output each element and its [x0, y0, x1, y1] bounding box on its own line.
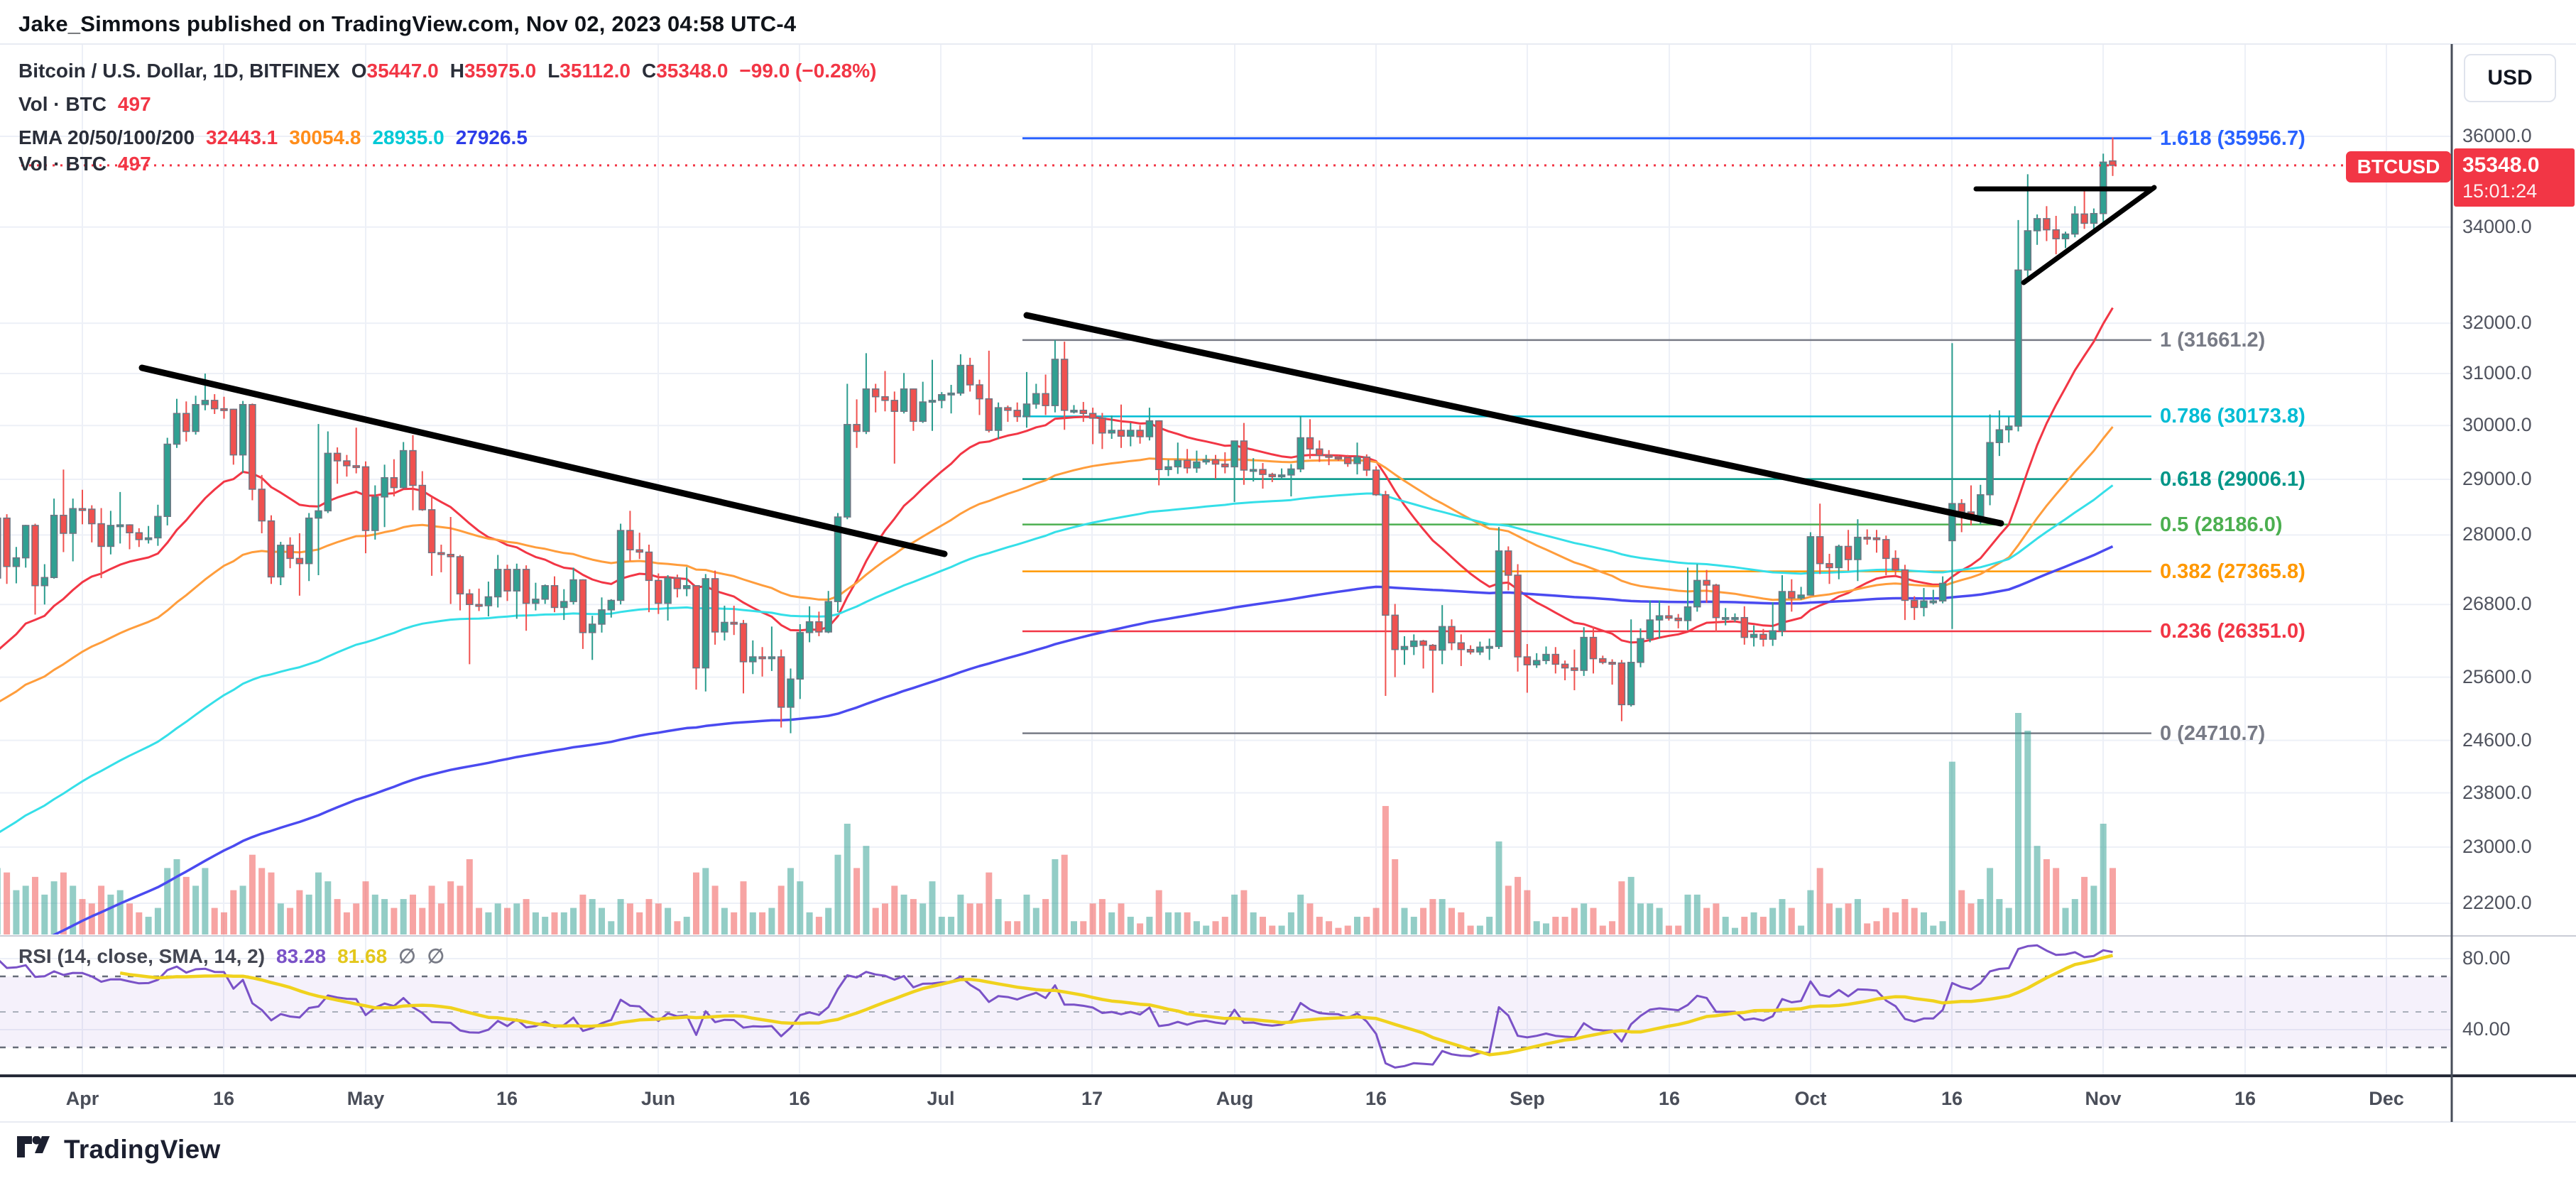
price-tick-label: 24600.0: [2462, 729, 2532, 751]
price-tick-label: 25600.0: [2462, 665, 2532, 687]
time-tick-label: Nov: [2085, 1088, 2122, 1109]
trendline-4[interactable]: [2021, 185, 2157, 285]
volume-legend-2[interactable]: Vol · BTC 497: [18, 153, 151, 175]
ohlc-high: H35975.0: [449, 60, 537, 82]
ema-50-line: [0, 426, 2114, 703]
bar-countdown: 15:01:24: [2462, 180, 2538, 202]
rsi-smooth-value: 81.68: [337, 945, 388, 967]
rsi-line: [0, 944, 2113, 1069]
time-tick-label: Sep: [1510, 1088, 1545, 1109]
ema50-value: 30054.8: [289, 126, 361, 148]
price-tick-label: 29000.0: [2462, 468, 2532, 490]
price-tick-label: 34000.0: [2462, 215, 2532, 237]
ema-100-line: [0, 484, 2114, 834]
ema-200-line: [52, 545, 2114, 934]
rsi-value: 83.28: [276, 945, 327, 967]
fib-label-0: 0 (24710.7): [2160, 721, 2266, 745]
price-tick-label: 31000.0: [2462, 362, 2532, 384]
rsi-empty-icon: ∅: [398, 945, 416, 967]
time-tick-label: 16: [496, 1088, 518, 1109]
price-tick-label: 36000.0: [2462, 125, 2532, 146]
ohlc-open: O35447.0: [351, 60, 439, 82]
ema-lines: [0, 307, 2114, 934]
ema100-value: 28935.0: [372, 126, 444, 148]
time-tick-label: 16: [1658, 1088, 1681, 1109]
time-tick-label: Aug: [1216, 1088, 1254, 1109]
ema200-value: 27926.5: [455, 126, 528, 148]
fib-label-0.5: 0.5 (28186.0): [2160, 513, 2283, 536]
ohlc-low: L35112.0: [547, 60, 631, 82]
symbol-legend[interactable]: Bitcoin / U.S. Dollar, 1D, BITFINEX O354…: [18, 60, 876, 82]
time-tick-label: 16: [2234, 1088, 2256, 1109]
time-tick-label: May: [346, 1088, 385, 1109]
price-tick-label: 30000.0: [2462, 414, 2532, 436]
candle-series: [0, 137, 2117, 734]
time-tick-label: 16: [212, 1088, 235, 1109]
change-value: −99.0 (−0.28%): [739, 60, 877, 82]
price-tick-label: 22200.0: [2462, 891, 2532, 913]
rsi-tick-label: 40.00: [2462, 1018, 2511, 1040]
time-tick-label: Apr: [65, 1088, 99, 1109]
price-tick-label: 32000.0: [2462, 312, 2532, 334]
logo-text: TradingView: [64, 1135, 221, 1164]
price-tick-label: 23000.0: [2462, 835, 2532, 857]
time-tick-label: Jun: [640, 1088, 675, 1109]
fib-label-0.236: 0.236 (26351.0): [2160, 620, 2305, 643]
symbol-title: Bitcoin / U.S. Dollar, 1D, BITFINEX: [18, 60, 340, 82]
volume-value: 497: [117, 93, 151, 115]
trendline-2[interactable]: [1023, 312, 2004, 527]
rsi-empty-icon: ∅: [427, 945, 444, 967]
time-tick-label: 17: [1081, 1088, 1103, 1109]
tradingview-logo[interactable]: TradingView: [17, 1135, 221, 1165]
ohlc-close: C35348.0: [641, 60, 728, 82]
time-tick-label: Jul: [927, 1088, 955, 1109]
fib-label-1.618: 1.618 (35956.7): [2160, 126, 2305, 150]
last-price: 35348.0: [2462, 153, 2540, 177]
currency-toggle-button[interactable]: USD: [2464, 54, 2556, 102]
fib-label-1: 1 (31661.2): [2160, 328, 2266, 352]
fib-label-0.786: 0.786 (30173.8): [2160, 405, 2305, 428]
time-tick-label: 16: [788, 1088, 811, 1109]
volume-value-2: 497: [117, 153, 151, 175]
price-tick-label: 23800.0: [2462, 781, 2532, 803]
time-tick-label: 16: [1941, 1088, 1963, 1109]
symbol-price-tag: BTCUSD: [2346, 151, 2451, 182]
tradingview-icon: [17, 1136, 50, 1157]
price-tick-label: 26800.0: [2462, 593, 2532, 615]
attribution-text: Jake_Simmons published on TradingView.co…: [18, 11, 797, 36]
volume-series: [0, 713, 2116, 934]
time-tick-label: Oct: [1794, 1088, 1827, 1109]
ema-20-line: [0, 307, 2114, 650]
volume-legend[interactable]: Vol · BTC 497: [18, 93, 151, 115]
ema20-value: 32443.1: [206, 126, 278, 148]
fib-label-0.382: 0.382 (27365.8): [2160, 560, 2305, 583]
price-tick-label: 28000.0: [2462, 523, 2532, 545]
time-tick-label: 16: [1365, 1088, 1387, 1109]
time-tick-label: Dec: [2369, 1088, 2404, 1109]
rsi-legend[interactable]: RSI (14, close, SMA, 14, 2) 83.28 81.68 …: [18, 945, 444, 967]
rsi-tick-label: 80.00: [2462, 947, 2511, 969]
fib-label-0.618: 0.618 (29006.1): [2160, 467, 2305, 491]
rsi-pane: [0, 944, 2452, 1069]
last-price-axis-box: 35348.0 15:01:24: [2454, 148, 2575, 207]
ema-legend[interactable]: EMA 20/50/100/200 32443.1 30054.8 28935.…: [18, 126, 528, 148]
trendline-1[interactable]: [138, 364, 948, 557]
rsi-smooth-line: [119, 954, 2114, 1057]
